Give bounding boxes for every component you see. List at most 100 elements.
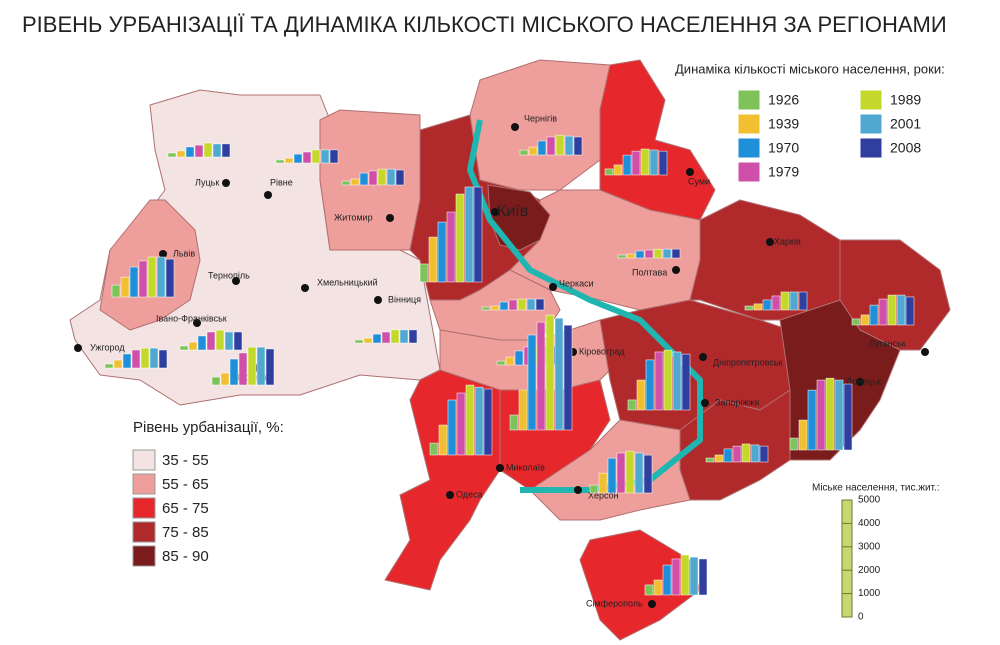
bar xyxy=(744,305,754,311)
bar xyxy=(483,388,493,456)
city-dot xyxy=(374,296,382,304)
legend-swatch xyxy=(859,113,883,135)
bar xyxy=(869,304,879,326)
city-dot xyxy=(511,123,519,131)
bar xyxy=(293,153,303,164)
bar xyxy=(429,442,439,456)
legend-swatch xyxy=(737,161,761,183)
scale-title: Міське населення, тис.жит.: xyxy=(812,483,940,494)
bar xyxy=(341,180,351,186)
bar xyxy=(368,170,378,186)
city-label: Херсон xyxy=(588,490,619,500)
bar xyxy=(275,159,285,164)
bar xyxy=(616,452,626,494)
city-label: Хмельницький xyxy=(317,277,378,287)
bar xyxy=(505,356,515,366)
bar xyxy=(446,211,456,283)
legend-swatch xyxy=(132,473,156,495)
city-label: Миколаїв xyxy=(506,462,545,472)
bar xyxy=(284,157,294,164)
scale-label: 5000 xyxy=(858,495,881,506)
legend-title: Рівень урбанізації, %: xyxy=(133,419,284,436)
bar xyxy=(905,296,915,326)
bar xyxy=(653,579,663,596)
bar xyxy=(496,360,506,366)
bar xyxy=(111,284,121,298)
bar xyxy=(798,419,808,451)
legend-label: 65 - 75 xyxy=(162,500,209,517)
city-dot xyxy=(672,266,680,274)
city-dot xyxy=(574,486,582,494)
bar xyxy=(456,392,466,456)
legend-label: 2008 xyxy=(890,140,921,156)
bar xyxy=(753,303,763,311)
bar xyxy=(762,299,772,311)
bar xyxy=(671,558,681,596)
bar xyxy=(622,154,632,176)
bar xyxy=(653,248,663,259)
city-label: Дніпропетровськ xyxy=(713,357,783,367)
scale-label: 1000 xyxy=(858,588,881,599)
bar xyxy=(598,472,608,494)
city-dot xyxy=(648,600,656,608)
legend-label: 2001 xyxy=(890,116,921,132)
city-label: Донецьк xyxy=(846,376,881,386)
bar xyxy=(671,248,681,259)
bar xyxy=(887,294,897,326)
city-label: Львів xyxy=(173,248,195,258)
bar xyxy=(165,258,175,298)
city-label: Одеса xyxy=(456,489,483,499)
bar xyxy=(537,140,547,156)
bar xyxy=(203,142,213,158)
bar xyxy=(860,314,870,326)
bar xyxy=(395,169,405,186)
bar xyxy=(438,424,448,456)
bar xyxy=(644,249,654,259)
bar xyxy=(176,150,186,158)
bar xyxy=(131,349,141,369)
region xyxy=(599,59,716,221)
bar xyxy=(167,152,177,158)
map-title: РІВЕНЬ УРБАНІЗАЦІЇ ТА ДИНАМІКА КІЛЬКОСТІ… xyxy=(22,12,947,37)
bar xyxy=(359,172,369,186)
bar xyxy=(408,329,418,344)
bar xyxy=(680,554,690,596)
legend-label: 1970 xyxy=(768,140,799,156)
bar xyxy=(518,389,528,431)
bar xyxy=(437,221,447,283)
bar xyxy=(563,324,573,431)
city-dot xyxy=(222,179,230,187)
city-label: Житомир xyxy=(334,212,373,222)
bar xyxy=(256,346,266,386)
city-dot xyxy=(386,214,394,222)
bar xyxy=(138,260,148,298)
bar xyxy=(215,329,225,351)
legend-swatch xyxy=(132,497,156,519)
bar xyxy=(741,443,751,463)
bar xyxy=(149,347,159,369)
city-label: Полтава xyxy=(632,267,667,277)
bar xyxy=(825,377,835,451)
bar xyxy=(649,149,659,176)
bar xyxy=(640,148,650,176)
bar xyxy=(211,376,221,386)
bar xyxy=(354,339,364,344)
bar xyxy=(509,414,519,431)
bar xyxy=(158,349,168,369)
bar xyxy=(302,151,312,164)
bar xyxy=(229,358,239,386)
bar xyxy=(689,556,699,596)
city-label: Сімферополь xyxy=(586,598,643,608)
bar xyxy=(807,389,817,451)
bar xyxy=(878,298,888,326)
bar xyxy=(644,584,654,596)
bar xyxy=(212,143,222,158)
city-label: Кіровоград xyxy=(579,346,625,356)
bar xyxy=(750,444,760,463)
legend-swatch xyxy=(132,521,156,543)
bar xyxy=(156,256,166,298)
bar xyxy=(481,306,491,311)
bar xyxy=(147,256,157,298)
bar xyxy=(233,331,243,351)
bar xyxy=(363,337,373,344)
